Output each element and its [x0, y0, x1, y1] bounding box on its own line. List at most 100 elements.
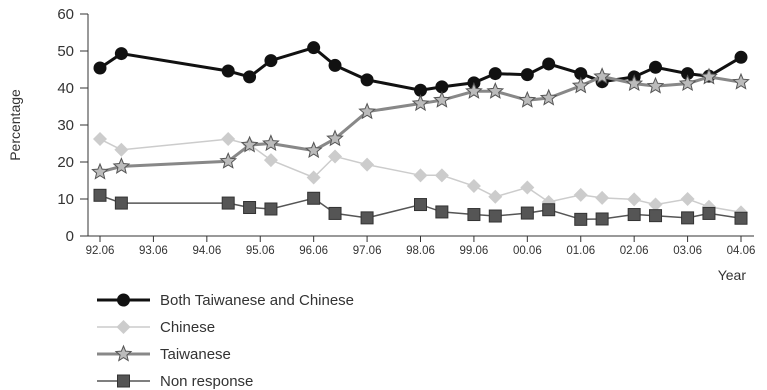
- y-tick-label: 20: [57, 154, 74, 171]
- data-point: [307, 41, 321, 55]
- x-tick-label: 92.06: [86, 245, 115, 257]
- x-tick-label: 96.06: [299, 245, 328, 257]
- data-point: [307, 191, 321, 205]
- legend: Both Taiwanese and Chinese Chinese Taiwane…: [97, 292, 354, 390]
- data-point: [221, 64, 235, 78]
- data-point: [574, 212, 588, 226]
- data-point: [434, 168, 449, 183]
- series-circle: [93, 41, 748, 97]
- legend-marker: [114, 344, 133, 362]
- data-point: [264, 54, 278, 68]
- data-point: [646, 76, 665, 94]
- data-point: [542, 203, 556, 217]
- data-point: [358, 102, 376, 120]
- data-point: [114, 47, 128, 61]
- data-point: [360, 73, 374, 87]
- data-point: [520, 180, 535, 195]
- data-point: [734, 50, 748, 64]
- data-point: [627, 208, 641, 222]
- data-point: [520, 68, 534, 82]
- data-point: [411, 94, 430, 112]
- data-point: [595, 190, 610, 205]
- data-point: [328, 206, 342, 220]
- x-tick-label: 95.06: [246, 245, 275, 257]
- data-point: [681, 67, 695, 81]
- data-point: [571, 76, 590, 94]
- data-point: [413, 168, 428, 183]
- y-tick-label: 0: [66, 228, 74, 245]
- x-tick-label: 01.06: [566, 245, 595, 257]
- data-point: [435, 80, 449, 94]
- data-point: [328, 149, 343, 164]
- data-point: [112, 157, 131, 174]
- x-tick-label: 99.06: [460, 245, 489, 257]
- data-point: [414, 83, 427, 97]
- data-point: [488, 209, 502, 223]
- data-point: [326, 129, 344, 147]
- data-point: [595, 212, 609, 226]
- data-point: [734, 211, 748, 225]
- data-point: [467, 208, 481, 222]
- series-star: [91, 67, 750, 180]
- data-point: [221, 132, 236, 147]
- data-point: [680, 192, 695, 206]
- data-point: [700, 67, 718, 85]
- data-point: [304, 141, 323, 159]
- legend-marker: [116, 320, 131, 334]
- data-point: [414, 198, 427, 212]
- x-tick-label: 02.06: [620, 245, 649, 257]
- data-point: [360, 211, 374, 225]
- series-square: [93, 188, 748, 226]
- data-point: [240, 135, 259, 153]
- data-point: [648, 197, 663, 212]
- data-point: [306, 170, 321, 185]
- data-point: [678, 74, 697, 92]
- data-point: [262, 134, 280, 152]
- data-point: [221, 196, 235, 210]
- x-tick-label: 97.06: [353, 245, 382, 257]
- y-tick-label: 30: [57, 117, 74, 134]
- data-point: [542, 57, 556, 71]
- data-point: [243, 70, 257, 84]
- legend-item: Both Taiwanese and Chinese: [97, 292, 354, 309]
- x-tick-label: 94.06: [192, 245, 221, 257]
- data-point: [702, 206, 716, 220]
- data-point: [649, 209, 663, 223]
- data-point: [93, 132, 107, 147]
- data-point: [328, 58, 342, 72]
- x-tick-label: 93.06: [139, 245, 168, 257]
- y-tick-label: 60: [57, 6, 74, 23]
- data-point: [360, 157, 375, 172]
- legend-marker: [117, 374, 130, 388]
- legend-marker: [117, 293, 130, 307]
- data-point: [539, 88, 558, 106]
- x-ticks: 92.06 93.06 94.06 95.06 96.06 97.06 98.06 99.06…: [86, 236, 755, 257]
- data-point: [649, 60, 663, 74]
- data-point: [264, 202, 278, 216]
- data-point: [625, 74, 644, 92]
- x-axis-label: Year: [718, 267, 747, 283]
- data-point: [465, 81, 483, 99]
- legend-item: Chinese: [97, 319, 215, 336]
- data-point: [518, 90, 537, 108]
- data-point: [486, 81, 505, 99]
- data-point: [574, 67, 588, 81]
- data-point: [93, 188, 107, 202]
- data-point: [573, 187, 588, 202]
- y-tick-label: 50: [57, 43, 74, 60]
- data-point: [627, 192, 642, 207]
- legend-item: Non response: [97, 373, 253, 390]
- data-point: [263, 153, 278, 168]
- y-axis-label: Percentage: [7, 89, 23, 161]
- data-point: [488, 67, 502, 81]
- data-point: [466, 179, 481, 194]
- data-point: [114, 196, 128, 210]
- x-tick-label: 00.06: [513, 245, 542, 257]
- legend-label: Both Taiwanese and Chinese: [160, 292, 354, 309]
- legend-label: Taiwanese: [160, 346, 231, 363]
- plot-area: [91, 41, 750, 226]
- x-tick-label: 03.06: [673, 245, 702, 257]
- data-point: [435, 205, 449, 219]
- data-point: [433, 90, 451, 108]
